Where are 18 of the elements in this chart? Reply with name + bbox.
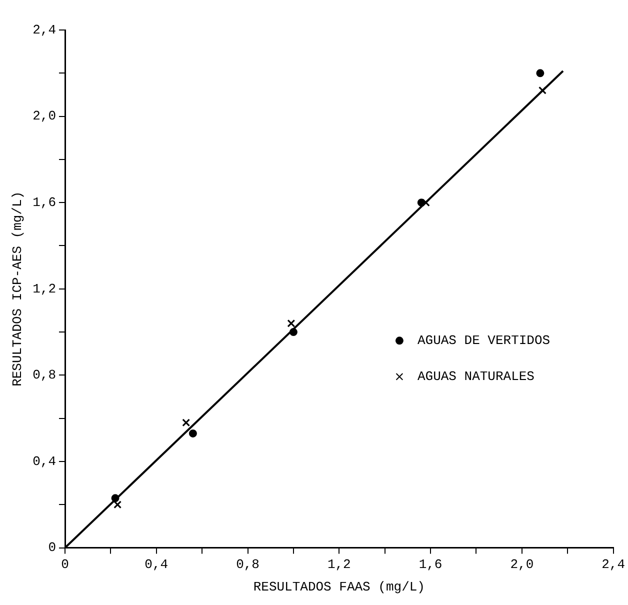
x-axis-title: RESULTADOS FAAS (mg/L) — [253, 580, 425, 595]
legend-label: AGUAS NATURALES — [417, 369, 535, 384]
y-tick-label: 1,6 — [32, 195, 56, 210]
x-tick-label: 0,8 — [236, 557, 260, 572]
y-tick-label: 2,4 — [32, 22, 56, 38]
y-axis-title: RESULTADOS ICP-AES (mg/L) — [10, 191, 26, 386]
x-tick-label: 0 — [61, 557, 69, 572]
y-tick-label: 0,4 — [32, 454, 56, 469]
x-tick-label: 0,4 — [144, 557, 168, 572]
x-tick-label: 2,4 — [602, 557, 626, 572]
legend-label: AGUAS DE VERTIDOS — [417, 333, 550, 348]
x-tick-label: 2,0 — [510, 557, 534, 572]
y-tick-label: 0,8 — [32, 368, 56, 383]
y-tick-label: 0 — [48, 540, 56, 556]
y-tick-label: 2,0 — [32, 108, 56, 124]
x-tick-label: 1,6 — [418, 557, 442, 572]
y-tick-label: 1,2 — [32, 281, 56, 296]
x-tick-label: 1,2 — [327, 557, 351, 572]
